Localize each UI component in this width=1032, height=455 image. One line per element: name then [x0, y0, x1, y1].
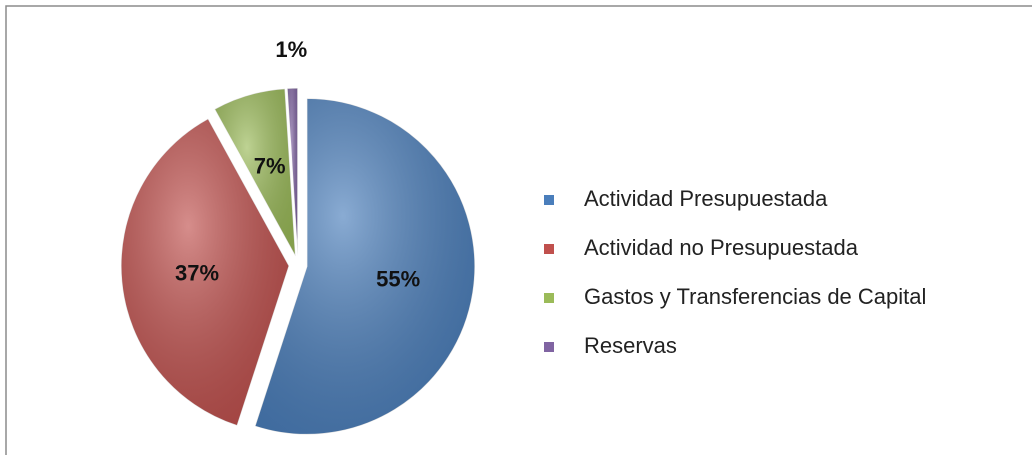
data-label: 37%	[175, 260, 219, 285]
legend-swatch	[544, 293, 554, 303]
slice-shading	[254, 98, 475, 435]
legend-label: Actividad no Presupuestada	[584, 235, 859, 260]
legend-label: Actividad Presupuestada	[584, 186, 828, 211]
legend-label: Reservas	[584, 333, 677, 358]
slice-shading	[214, 88, 296, 257]
data-label: 1%	[275, 37, 307, 62]
legend-swatch	[544, 342, 554, 352]
legend-swatch	[544, 244, 554, 254]
slice-shading	[121, 118, 290, 426]
legend-label: Gastos y Transferencias de Capital	[584, 284, 926, 309]
data-label: 7%	[254, 153, 286, 178]
chart-frame	[5, 5, 1032, 455]
legend-swatch	[544, 195, 554, 205]
slice-shading	[287, 88, 298, 257]
data-label: 55%	[376, 267, 420, 292]
